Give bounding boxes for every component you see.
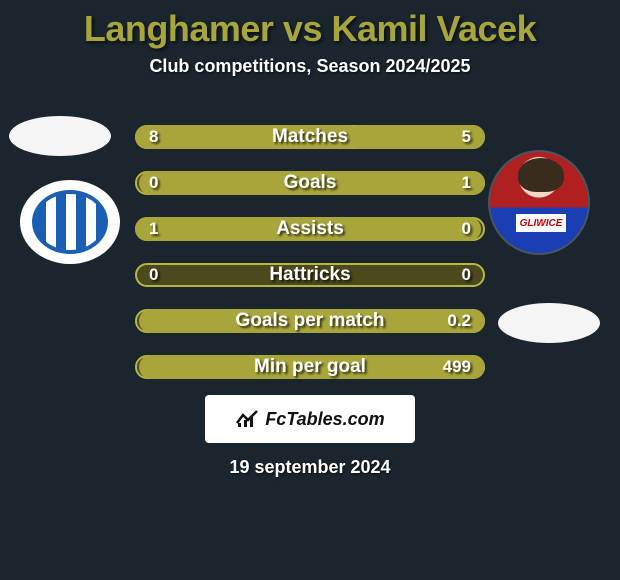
right-player-photo: GLIWICE xyxy=(488,150,590,255)
bar-label: Assists xyxy=(276,218,344,240)
stat-bar: 0 1 Goals xyxy=(135,171,485,195)
bar-value-left: 8 xyxy=(149,127,158,147)
bar-label: Goals xyxy=(284,172,337,194)
bar-value-right: 1 xyxy=(462,173,471,193)
subtitle: Club competitions, Season 2024/2025 xyxy=(149,56,470,77)
bar-value-right: 0 xyxy=(462,219,471,239)
bar-label: Hattricks xyxy=(269,264,350,286)
stat-bars: 8 5 Matches 0 1 Goals 1 0 Assists 0 0 Hattricks 0.2 G… xyxy=(135,125,485,379)
right-club-logo xyxy=(498,303,600,343)
bar-value-right: 0 xyxy=(462,265,471,285)
bar-value-left: 0 xyxy=(149,265,158,285)
bar-value-right: 0.2 xyxy=(447,311,471,331)
club-logo-stripes xyxy=(32,190,108,254)
left-player-photo xyxy=(9,116,111,156)
date-label: 19 september 2024 xyxy=(229,457,390,478)
stat-bar: 499 Min per goal xyxy=(135,355,485,379)
stat-bar: 0 0 Hattricks xyxy=(135,263,485,287)
stat-bar: 8 5 Matches xyxy=(135,125,485,149)
stat-bar: 0.2 Goals per match xyxy=(135,309,485,333)
bar-value-right: 499 xyxy=(443,357,471,377)
comparison-card: Langhamer vs Kamil Vacek Club competitio… xyxy=(0,0,620,580)
bar-value-left: 0 xyxy=(149,173,158,193)
bar-value-right: 5 xyxy=(462,127,471,147)
page-title: Langhamer vs Kamil Vacek xyxy=(84,8,536,50)
bar-label: Matches xyxy=(272,126,348,148)
brand-watermark: FcTables.com xyxy=(205,395,415,443)
left-club-logo xyxy=(20,180,120,264)
bar-label: Goals per match xyxy=(236,310,385,332)
stat-bar: 1 0 Assists xyxy=(135,217,485,241)
jersey-text: GLIWICE xyxy=(516,214,566,232)
bar-value-left: 1 xyxy=(149,219,158,239)
chart-icon xyxy=(235,409,259,429)
bar-label: Min per goal xyxy=(254,356,366,378)
brand-text: FcTables.com xyxy=(265,409,384,430)
